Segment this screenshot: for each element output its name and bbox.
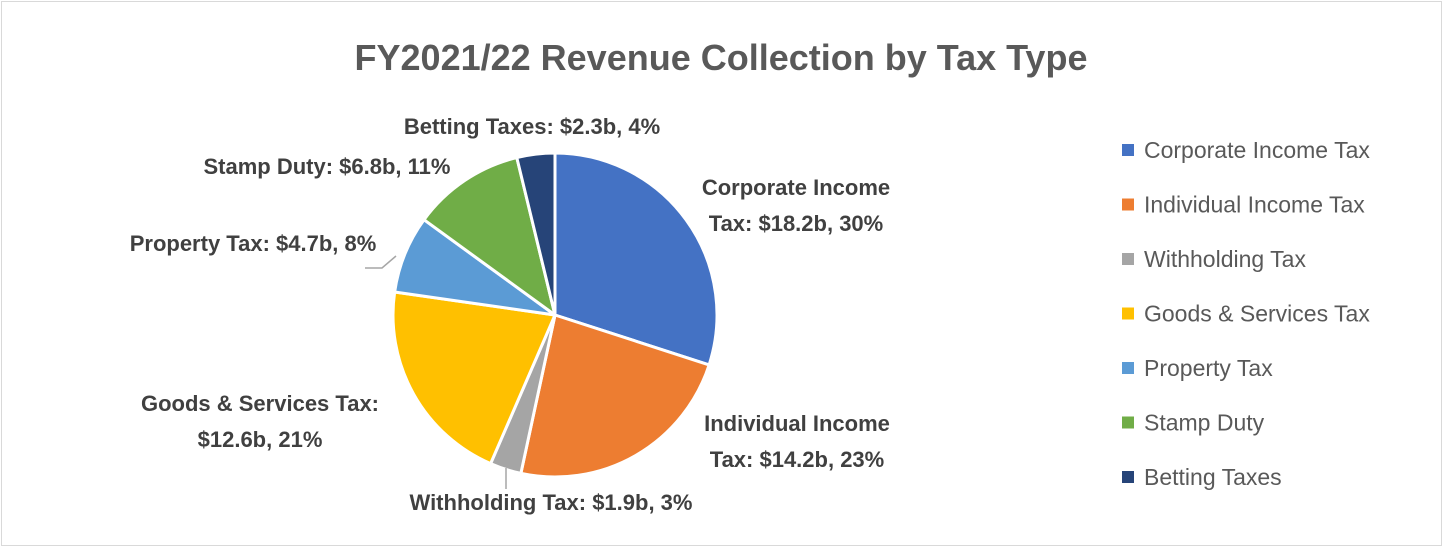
data-label-withholding-tax: Withholding Tax: $1.9b, 3% bbox=[410, 490, 693, 515]
legend-item-withholding-tax: Withholding Tax bbox=[1122, 246, 1306, 272]
legend-swatch-stamp-duty bbox=[1122, 416, 1134, 429]
slice-betting-taxes bbox=[515, 151, 557, 317]
data-label-stamp-duty: Stamp Duty: $6.8b, 11% bbox=[204, 154, 451, 179]
legend-label-corporate-income-tax: Corporate Income Tax bbox=[1144, 137, 1370, 163]
legend-label-withholding-tax: Withholding Tax bbox=[1144, 246, 1306, 272]
pie-slices bbox=[391, 151, 719, 479]
slice-corporate-income-tax bbox=[553, 151, 719, 367]
legend-swatch-corporate-income-tax bbox=[1122, 144, 1134, 156]
legend-swatch-betting-taxes bbox=[1122, 471, 1134, 483]
legend-label-stamp-duty: Stamp Duty bbox=[1144, 410, 1265, 436]
data-label-goods-and-services-tax: Goods & Services Tax: $12.6b, 21% bbox=[141, 391, 379, 452]
data-label-individual-income-tax: Individual Income Tax: $14.2b, 23% bbox=[704, 411, 890, 472]
leader-line-property-tax bbox=[365, 255, 397, 269]
legend-swatch-goods-and-services-tax bbox=[1122, 307, 1134, 320]
data-label-corporate-income-tax: Corporate Income Tax: $18.2b, 30% bbox=[702, 175, 890, 236]
slice-stamp-duty bbox=[422, 156, 557, 317]
data-labels: Corporate Income Tax: $18.2b, 30% Individu… bbox=[130, 114, 890, 515]
legend-label-individual-income-tax: Individual Income Tax bbox=[1144, 192, 1365, 218]
legend-swatch-property-tax bbox=[1122, 362, 1134, 374]
legend-item-property-tax: Property Tax bbox=[1122, 355, 1273, 381]
legend-item-stamp-duty: Stamp Duty bbox=[1122, 410, 1265, 436]
legend-swatch-withholding-tax bbox=[1122, 253, 1134, 265]
legend: Corporate Income Tax Individual Income Ta… bbox=[1122, 137, 1370, 490]
data-label-betting-taxes: Betting Taxes: $2.3b, 4% bbox=[404, 114, 660, 139]
legend-swatch-individual-income-tax bbox=[1122, 198, 1134, 211]
data-label-property-tax: Property Tax: $4.7b, 8% bbox=[130, 231, 377, 256]
leader-lines bbox=[365, 255, 507, 489]
legend-item-betting-taxes: Betting Taxes bbox=[1122, 464, 1282, 490]
slice-goods-and-services-tax bbox=[391, 290, 557, 466]
legend-label-goods-and-services-tax: Goods & Services Tax bbox=[1144, 301, 1370, 327]
legend-label-property-tax: Property Tax bbox=[1144, 355, 1273, 381]
legend-item-goods-and-services-tax: Goods & Services Tax bbox=[1122, 301, 1370, 327]
legend-item-corporate-income-tax: Corporate Income Tax bbox=[1122, 137, 1370, 163]
legend-label-betting-taxes: Betting Taxes bbox=[1144, 464, 1282, 490]
slice-individual-income-tax bbox=[519, 313, 711, 479]
legend-item-individual-income-tax: Individual Income Tax bbox=[1122, 192, 1365, 218]
chart-title: FY2021/22 Revenue Collection by Tax Type bbox=[355, 37, 1088, 78]
